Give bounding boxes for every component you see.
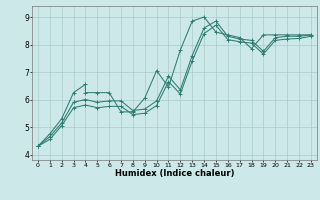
X-axis label: Humidex (Indice chaleur): Humidex (Indice chaleur)	[115, 169, 234, 178]
